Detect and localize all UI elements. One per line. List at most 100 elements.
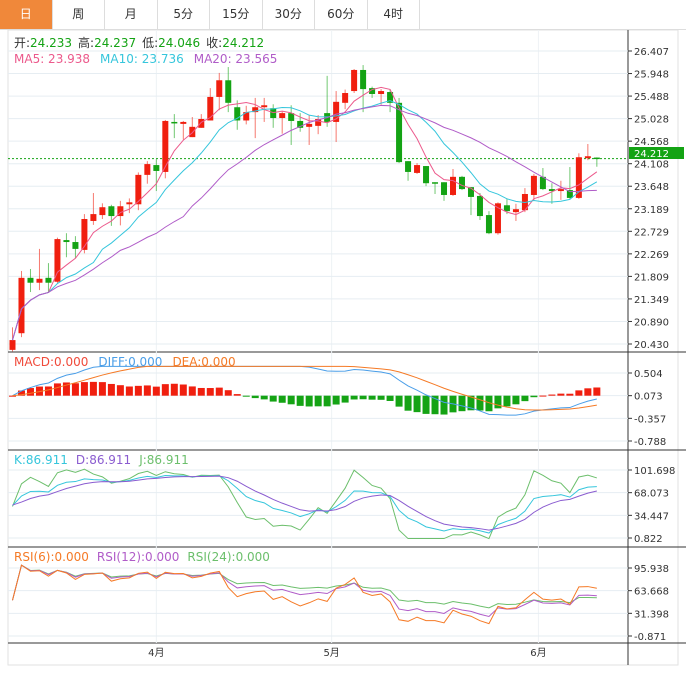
candle-up	[18, 277, 25, 334]
candle-down	[171, 121, 178, 124]
last-price-box	[629, 147, 684, 159]
macd-bar	[269, 395, 277, 402]
macd-bar	[575, 390, 583, 396]
macd-bar	[431, 395, 439, 415]
price-tick-label: 23.189	[634, 205, 669, 216]
macd-bar	[197, 387, 205, 396]
rsi-tick-label: 31.398	[634, 609, 669, 620]
tab-4hour[interactable]: 4时	[368, 0, 420, 29]
candle-up	[54, 239, 61, 282]
candle-down	[476, 195, 483, 217]
d-line	[12, 475, 597, 531]
macd-bar	[566, 393, 574, 396]
candle-up	[575, 157, 582, 198]
macd-bar	[170, 383, 178, 396]
macd-bar	[107, 383, 115, 396]
macd-bar	[395, 395, 403, 407]
macd-bar	[305, 395, 313, 407]
candle-down	[485, 215, 492, 234]
candle-up	[306, 123, 313, 127]
macd-bar	[341, 395, 349, 403]
tab-15min[interactable]: 15分	[210, 0, 263, 29]
macd-bar	[530, 395, 538, 398]
macd-bar	[584, 388, 592, 396]
macd-bar	[62, 382, 70, 396]
macd-bar	[125, 386, 133, 396]
macd-tick-label: 0.504	[634, 369, 663, 380]
macd-bar	[476, 395, 484, 411]
macd-bar	[152, 386, 160, 396]
macd-bar	[458, 395, 466, 412]
candle-up	[117, 206, 124, 217]
macd-tick-label: -0.357	[634, 414, 666, 425]
candle-down	[288, 113, 295, 121]
candle-up	[216, 80, 223, 97]
diff-legend: DIFF:0.000	[98, 355, 162, 369]
candle-up	[99, 207, 106, 216]
candle-down	[405, 161, 412, 172]
candle-down	[297, 120, 304, 128]
macd-tick-label: 0.073	[634, 392, 663, 403]
low-label: 低:	[142, 36, 158, 50]
rsi6-line	[12, 564, 597, 625]
tab-day[interactable]: 日	[0, 0, 53, 29]
macd-bar	[548, 394, 556, 396]
candle-up	[135, 174, 142, 205]
candle-down	[503, 205, 510, 212]
macd-bar	[593, 387, 601, 396]
macd-bar	[233, 394, 241, 396]
kdj-tick-label: 68.073	[634, 489, 669, 500]
low-value: 24.046	[158, 36, 200, 50]
candle-up	[494, 203, 501, 234]
macd-bar	[89, 381, 97, 396]
candle-up	[126, 202, 133, 205]
macd-bar	[17, 390, 25, 396]
chart-frame	[7, 29, 679, 666]
tab-5min[interactable]: 5分	[158, 0, 210, 29]
high-value: 24.237	[94, 36, 136, 50]
j-legend: J:86.911	[138, 453, 189, 467]
candle-up	[36, 278, 43, 283]
macd-bar	[215, 387, 223, 396]
macd-bar	[359, 395, 367, 400]
ma5-line	[12, 86, 598, 341]
candle-down	[539, 176, 546, 190]
candle-down	[360, 69, 367, 90]
macd-bar	[134, 385, 142, 396]
rsi6-legend: RSI(6):0.000	[14, 550, 89, 564]
candle-down	[153, 165, 160, 171]
macd-bar	[503, 395, 511, 407]
macd-bar	[224, 390, 232, 396]
candle-down	[72, 242, 79, 249]
tab-week[interactable]: 周	[53, 0, 105, 29]
rsi24-line	[12, 564, 597, 609]
macd-bar	[161, 384, 169, 396]
candle-down	[369, 88, 376, 94]
macd-bar	[467, 395, 475, 411]
macd-bar	[539, 395, 547, 397]
macd-bar	[485, 395, 493, 412]
tab-60min[interactable]: 60分	[315, 0, 368, 29]
macd-bar	[71, 383, 79, 396]
period-tabs: 日 周 月 5分 15分 30分 60分 4时	[0, 0, 686, 30]
macd-bar	[80, 382, 88, 396]
price-tick-label: 21.349	[634, 295, 669, 306]
candle-up	[162, 120, 169, 172]
rsi-tick-label: 63.668	[634, 587, 669, 598]
chart-marks	[8, 65, 601, 625]
macd-bar	[251, 395, 259, 399]
macd-bar	[179, 384, 187, 396]
close-label: 收:	[206, 36, 222, 50]
macd-bar	[350, 395, 358, 400]
macd-bar	[557, 393, 565, 396]
candle-up	[450, 176, 457, 195]
candle-down	[566, 190, 573, 198]
tab-month[interactable]: 月	[105, 0, 158, 29]
candle-up	[243, 112, 250, 121]
macd-bar	[413, 395, 421, 413]
tab-30min[interactable]: 30分	[263, 0, 315, 29]
macd-bar	[386, 395, 394, 401]
